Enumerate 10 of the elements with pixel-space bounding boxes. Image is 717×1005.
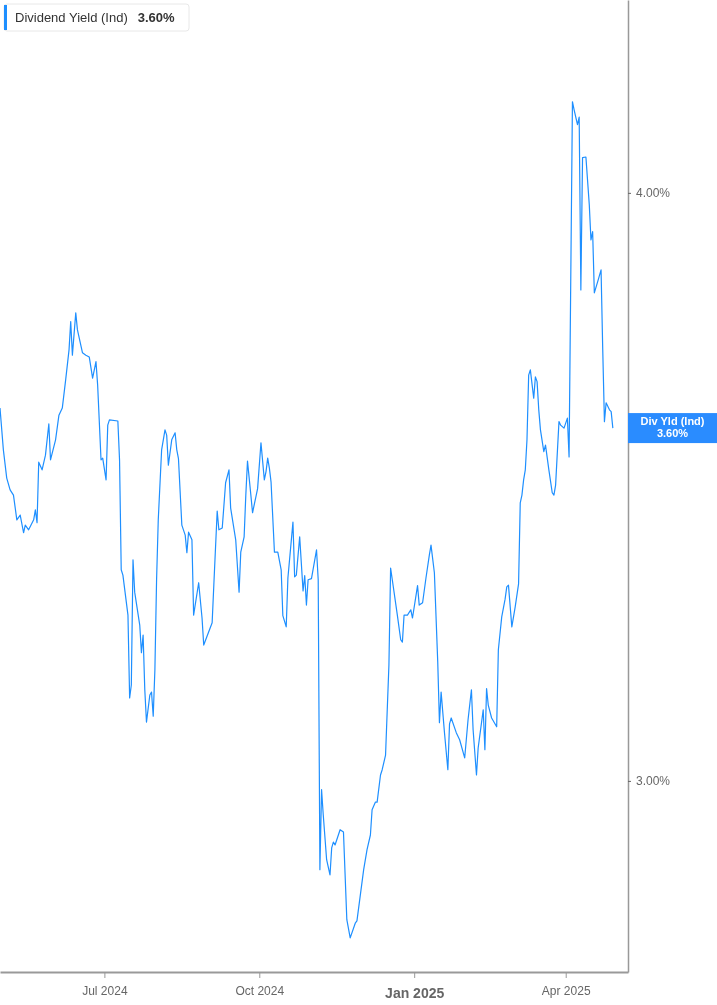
legend-label: Dividend Yield (Ind) bbox=[15, 10, 128, 25]
x-tick-label: Jul 2024 bbox=[82, 984, 128, 999]
x-tick-label: Jan 2025 bbox=[385, 984, 445, 1001]
x-tick-label: Oct 2024 bbox=[235, 984, 285, 999]
x-tick-label: Apr 2025 bbox=[541, 984, 591, 999]
y-tick-label: 3.00% bbox=[636, 774, 671, 789]
annotation: 3.60% bbox=[137, 10, 176, 25]
line-series bbox=[0, 101, 614, 939]
text: Div Yld (Ind) 3.60% bbox=[640, 415, 705, 440]
y-tick-label: 4.00% bbox=[636, 186, 671, 201]
